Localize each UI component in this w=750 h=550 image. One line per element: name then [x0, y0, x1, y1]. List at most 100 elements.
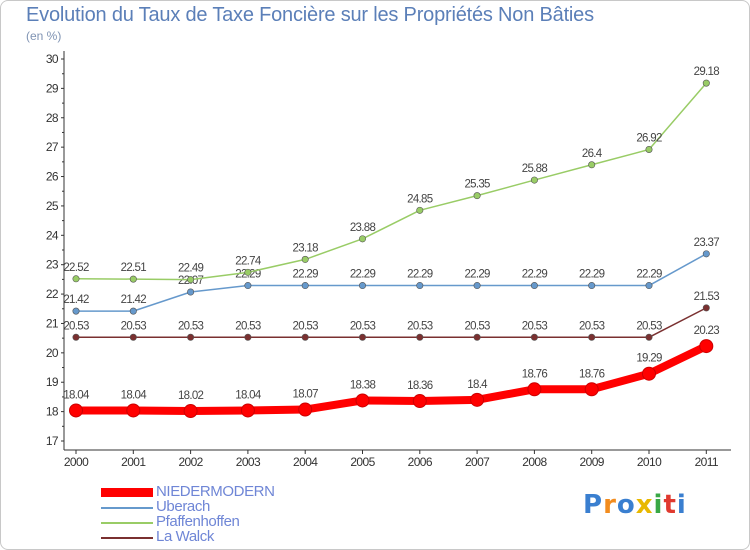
data-point: [584, 382, 599, 397]
data-label: 22.51: [121, 262, 147, 274]
proxiti-logo: Proxiti: [583, 490, 687, 520]
data-point: [588, 161, 596, 169]
data-label: 22.29: [464, 269, 490, 281]
data-point: [588, 333, 596, 341]
data-point: [416, 206, 424, 214]
legend-item: Pfaffenhoffen: [101, 513, 401, 530]
data-label: 22.29: [293, 269, 319, 281]
data-point: [702, 79, 710, 87]
data-label: 20.53: [579, 320, 605, 332]
data-point: [530, 333, 538, 341]
data-label: 25.88: [522, 163, 548, 175]
data-label: 21.53: [694, 291, 720, 303]
data-point: [473, 333, 481, 341]
y-tick-label: 27: [46, 140, 59, 154]
legend-label: Uberach: [156, 498, 210, 515]
data-label: 20.53: [636, 320, 662, 332]
data-point: [355, 393, 370, 408]
data-label: 20.23: [694, 325, 720, 337]
data-label: 18.07: [293, 389, 319, 401]
y-tick-label: 25: [46, 199, 59, 213]
data-label: 22.29: [350, 269, 376, 281]
data-label: 18.38: [350, 379, 376, 391]
data-point: [129, 333, 137, 341]
legend-swatch: [101, 507, 153, 509]
series-line: [75, 82, 707, 281]
data-label: 22.49: [178, 263, 204, 275]
data-label: 22.29: [522, 269, 548, 281]
data-label: 20.53: [63, 320, 89, 332]
y-tick-label: 17: [46, 434, 59, 448]
data-point: [642, 366, 656, 381]
legend: NIEDERMODERN Uberach Pfaffenhoffen La Walck: [101, 483, 401, 545]
data-label: 20.53: [235, 320, 261, 332]
legend-label: NIEDERMODERN: [156, 483, 275, 500]
y-tick-label: 29: [46, 81, 59, 95]
data-point: [645, 282, 653, 290]
data-label: 18.4: [467, 379, 488, 391]
x-tick-label: 2005: [350, 455, 375, 469]
data-label: 20.53: [464, 320, 490, 332]
data-point: [645, 146, 653, 154]
data-point: [244, 282, 252, 290]
x-tick-label: 2002: [178, 455, 203, 469]
data-label: 21.42: [63, 294, 89, 306]
data-label: 20.53: [522, 320, 548, 332]
data-point: [187, 276, 195, 284]
data-point: [702, 304, 710, 312]
data-point: [187, 333, 195, 341]
data-point: [699, 339, 714, 354]
series-la-walck: 20.53 20.53 20.53 20.53 20.53 20.53 20.53 20.53…: [63, 291, 720, 341]
data-point: [244, 268, 252, 276]
data-point: [187, 288, 195, 296]
data-label: 20.53: [350, 320, 376, 332]
data-label: 18.04: [235, 389, 262, 401]
legend-item: Uberach: [101, 498, 401, 515]
data-label: 22.29: [636, 269, 662, 281]
data-point: [301, 282, 309, 290]
data-label: 22.74: [235, 255, 262, 267]
data-point: [473, 192, 481, 200]
data-label: 26.4: [582, 148, 603, 160]
data-point: [358, 282, 366, 290]
x-tick-label: 2003: [236, 455, 261, 469]
x-tick-label: 2009: [580, 455, 605, 469]
x-tick-label: 2001: [121, 455, 146, 469]
data-point: [129, 275, 137, 283]
legend-swatch: [101, 488, 153, 497]
x-tick-label: 2011: [695, 455, 719, 469]
data-point: [240, 403, 255, 418]
x-tick-label: 2008: [522, 455, 547, 469]
logo-letter: x: [635, 490, 654, 520]
y-tick-label: 22: [46, 287, 59, 301]
y-tick-label: 26: [46, 170, 59, 184]
y-tick-label: 20: [46, 346, 59, 360]
data-point: [183, 404, 198, 419]
y-tick-label: 23: [46, 258, 59, 272]
data-label: 22.29: [407, 269, 433, 281]
data-point: [527, 382, 542, 397]
series-line: [76, 342, 709, 416]
data-point: [530, 282, 538, 290]
series-uberach: 21.4221.4222.0722.2922.2922.2922.2922.29…: [63, 237, 720, 315]
data-point: [702, 250, 710, 258]
chart-title: Evolution du Taux de Taxe Foncière sur l…: [26, 4, 594, 26]
data-point: [72, 275, 80, 283]
logo-letter: i: [676, 490, 687, 520]
x-tick-label: 2006: [408, 455, 433, 469]
data-label: 25.35: [464, 179, 490, 191]
data-point: [412, 394, 427, 409]
legend-label: Pfaffenhoffen: [156, 513, 240, 530]
y-tick-label: 18: [46, 405, 59, 419]
logo-letter: o: [616, 490, 636, 520]
data-point: [358, 235, 366, 243]
data-point: [588, 282, 596, 290]
data-point: [69, 403, 83, 418]
data-point: [129, 307, 137, 315]
data-label: 18.04: [121, 389, 148, 401]
data-point: [72, 333, 80, 341]
data-label: 22.52: [63, 262, 89, 274]
series-niedermodern: 18.04 18.04 18.02 18.04 18.07 18.38 18.36 18.4 1…: [63, 325, 720, 419]
y-tick-label: 24: [46, 228, 59, 242]
